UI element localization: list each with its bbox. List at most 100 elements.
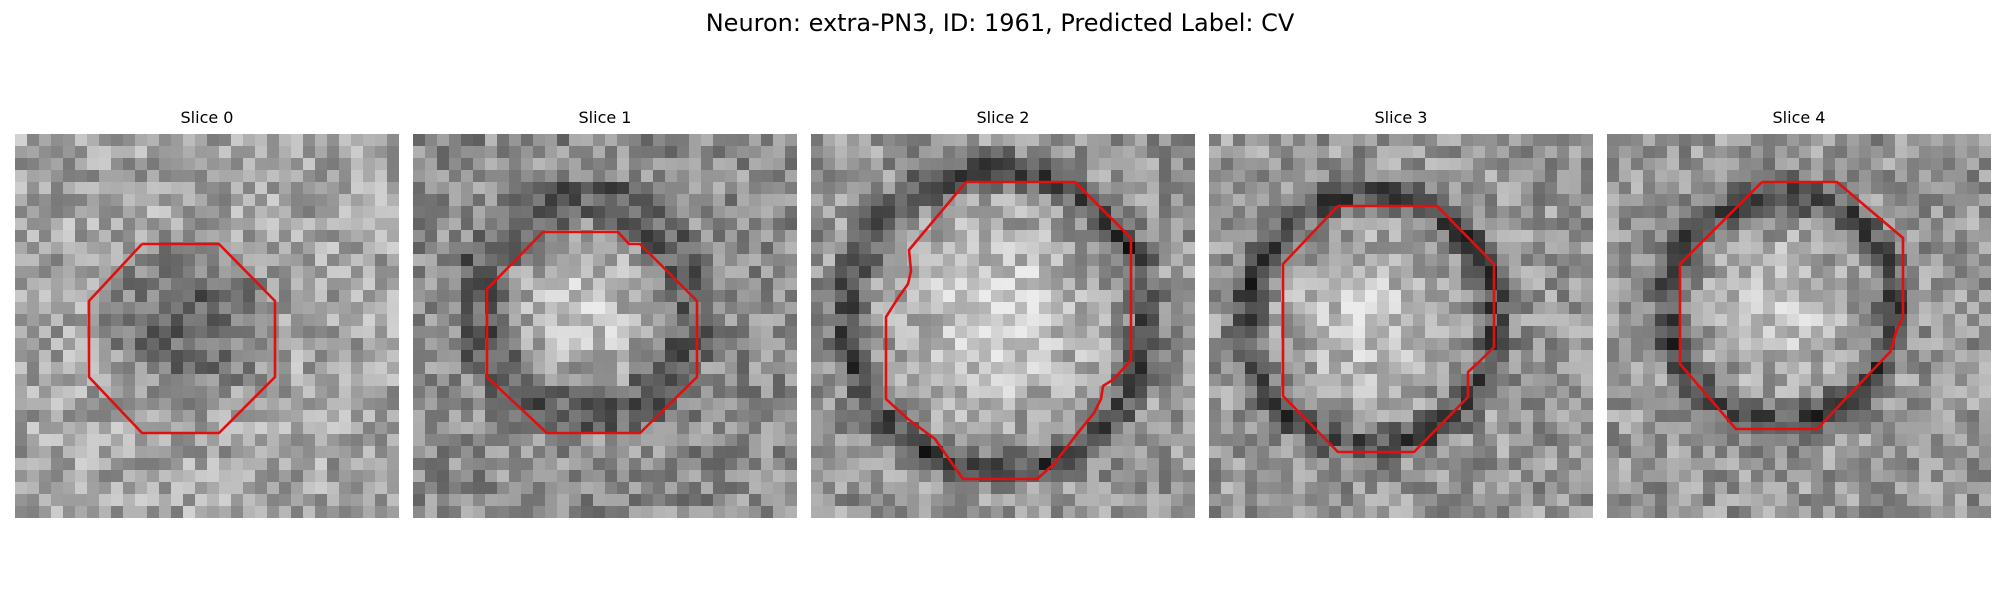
pixel — [1607, 230, 1620, 243]
pixel — [677, 170, 690, 183]
pixel — [1775, 134, 1788, 147]
pixel — [521, 482, 534, 495]
pixel — [1775, 302, 1788, 315]
pixel — [1377, 326, 1390, 339]
pixel — [1063, 470, 1076, 483]
pixel — [1353, 326, 1366, 339]
pixel — [351, 230, 364, 243]
pixel — [1257, 362, 1270, 375]
pixel — [1509, 194, 1522, 207]
pixel — [1655, 338, 1668, 351]
pixel — [87, 482, 100, 495]
pixel — [39, 170, 52, 183]
pixel — [1317, 242, 1330, 255]
pixel — [811, 326, 824, 339]
pixel — [1413, 218, 1426, 231]
pixel — [147, 206, 160, 219]
pixel — [701, 278, 714, 291]
pixel — [1727, 386, 1740, 399]
pixel — [39, 158, 52, 171]
pixel — [99, 446, 112, 459]
pixel — [1811, 254, 1824, 267]
pixel — [1703, 242, 1716, 255]
pixel — [811, 458, 824, 471]
pixel — [773, 398, 786, 411]
pixel — [1401, 494, 1414, 507]
pixel — [1581, 278, 1593, 291]
pixel — [1123, 350, 1136, 363]
pixel — [1257, 230, 1270, 243]
pixel — [725, 494, 738, 507]
pixel — [1099, 506, 1112, 518]
pixel — [1221, 314, 1234, 327]
pixel — [1931, 314, 1944, 327]
pixel — [1341, 194, 1354, 207]
pixel — [267, 278, 280, 291]
pixel — [811, 422, 824, 435]
pixel — [1257, 314, 1270, 327]
pixel — [991, 446, 1004, 459]
pixel — [413, 338, 426, 351]
pixel — [207, 362, 220, 375]
pixel — [1147, 422, 1160, 435]
pixel — [243, 446, 256, 459]
pixel — [51, 494, 64, 507]
pixel — [1691, 398, 1704, 411]
pixel — [279, 362, 292, 375]
pixel — [1799, 410, 1812, 423]
pixel — [1847, 242, 1860, 255]
pixel — [581, 506, 594, 518]
pixel — [919, 134, 932, 147]
pixel — [737, 170, 750, 183]
pixel — [749, 146, 762, 159]
pixel — [303, 146, 316, 159]
pixel — [1509, 218, 1522, 231]
pixel — [1631, 398, 1644, 411]
pixel — [617, 314, 630, 327]
pixel — [931, 206, 944, 219]
pixel — [811, 434, 824, 447]
roi-outline — [485, 230, 699, 435]
pixel — [545, 278, 558, 291]
pixel — [315, 506, 328, 518]
pixel — [63, 230, 76, 243]
pixel — [1895, 422, 1908, 435]
pixel — [87, 386, 100, 399]
pixel — [943, 362, 956, 375]
pixel — [351, 350, 364, 363]
pixel — [1763, 278, 1776, 291]
pixel — [473, 422, 486, 435]
pixel — [1449, 170, 1462, 183]
pixel — [1305, 242, 1318, 255]
pixel — [1895, 170, 1908, 183]
pixel — [123, 254, 136, 267]
pixel — [1533, 218, 1546, 231]
pixel — [581, 302, 594, 315]
pixel — [1497, 422, 1510, 435]
pixel — [497, 410, 510, 423]
pixel — [737, 494, 750, 507]
pixel — [171, 254, 184, 267]
pixel — [557, 434, 570, 447]
pixel — [1631, 290, 1644, 303]
pixel — [1955, 158, 1968, 171]
pixel — [1063, 290, 1076, 303]
pixel — [195, 422, 208, 435]
pixel — [1461, 482, 1474, 495]
pixel — [99, 170, 112, 183]
pixel — [1931, 242, 1944, 255]
pixel — [437, 230, 450, 243]
pixel — [51, 362, 64, 375]
pixel — [1569, 326, 1582, 339]
pixel — [859, 302, 872, 315]
pixel — [1967, 350, 1980, 363]
pixel — [1883, 434, 1896, 447]
pixel — [1509, 410, 1522, 423]
pixel — [243, 494, 256, 507]
pixel — [1329, 266, 1342, 279]
pixel — [123, 182, 136, 195]
pixel — [255, 254, 268, 267]
pixel — [509, 338, 522, 351]
pixel — [1135, 494, 1148, 507]
pixel — [1679, 446, 1692, 459]
